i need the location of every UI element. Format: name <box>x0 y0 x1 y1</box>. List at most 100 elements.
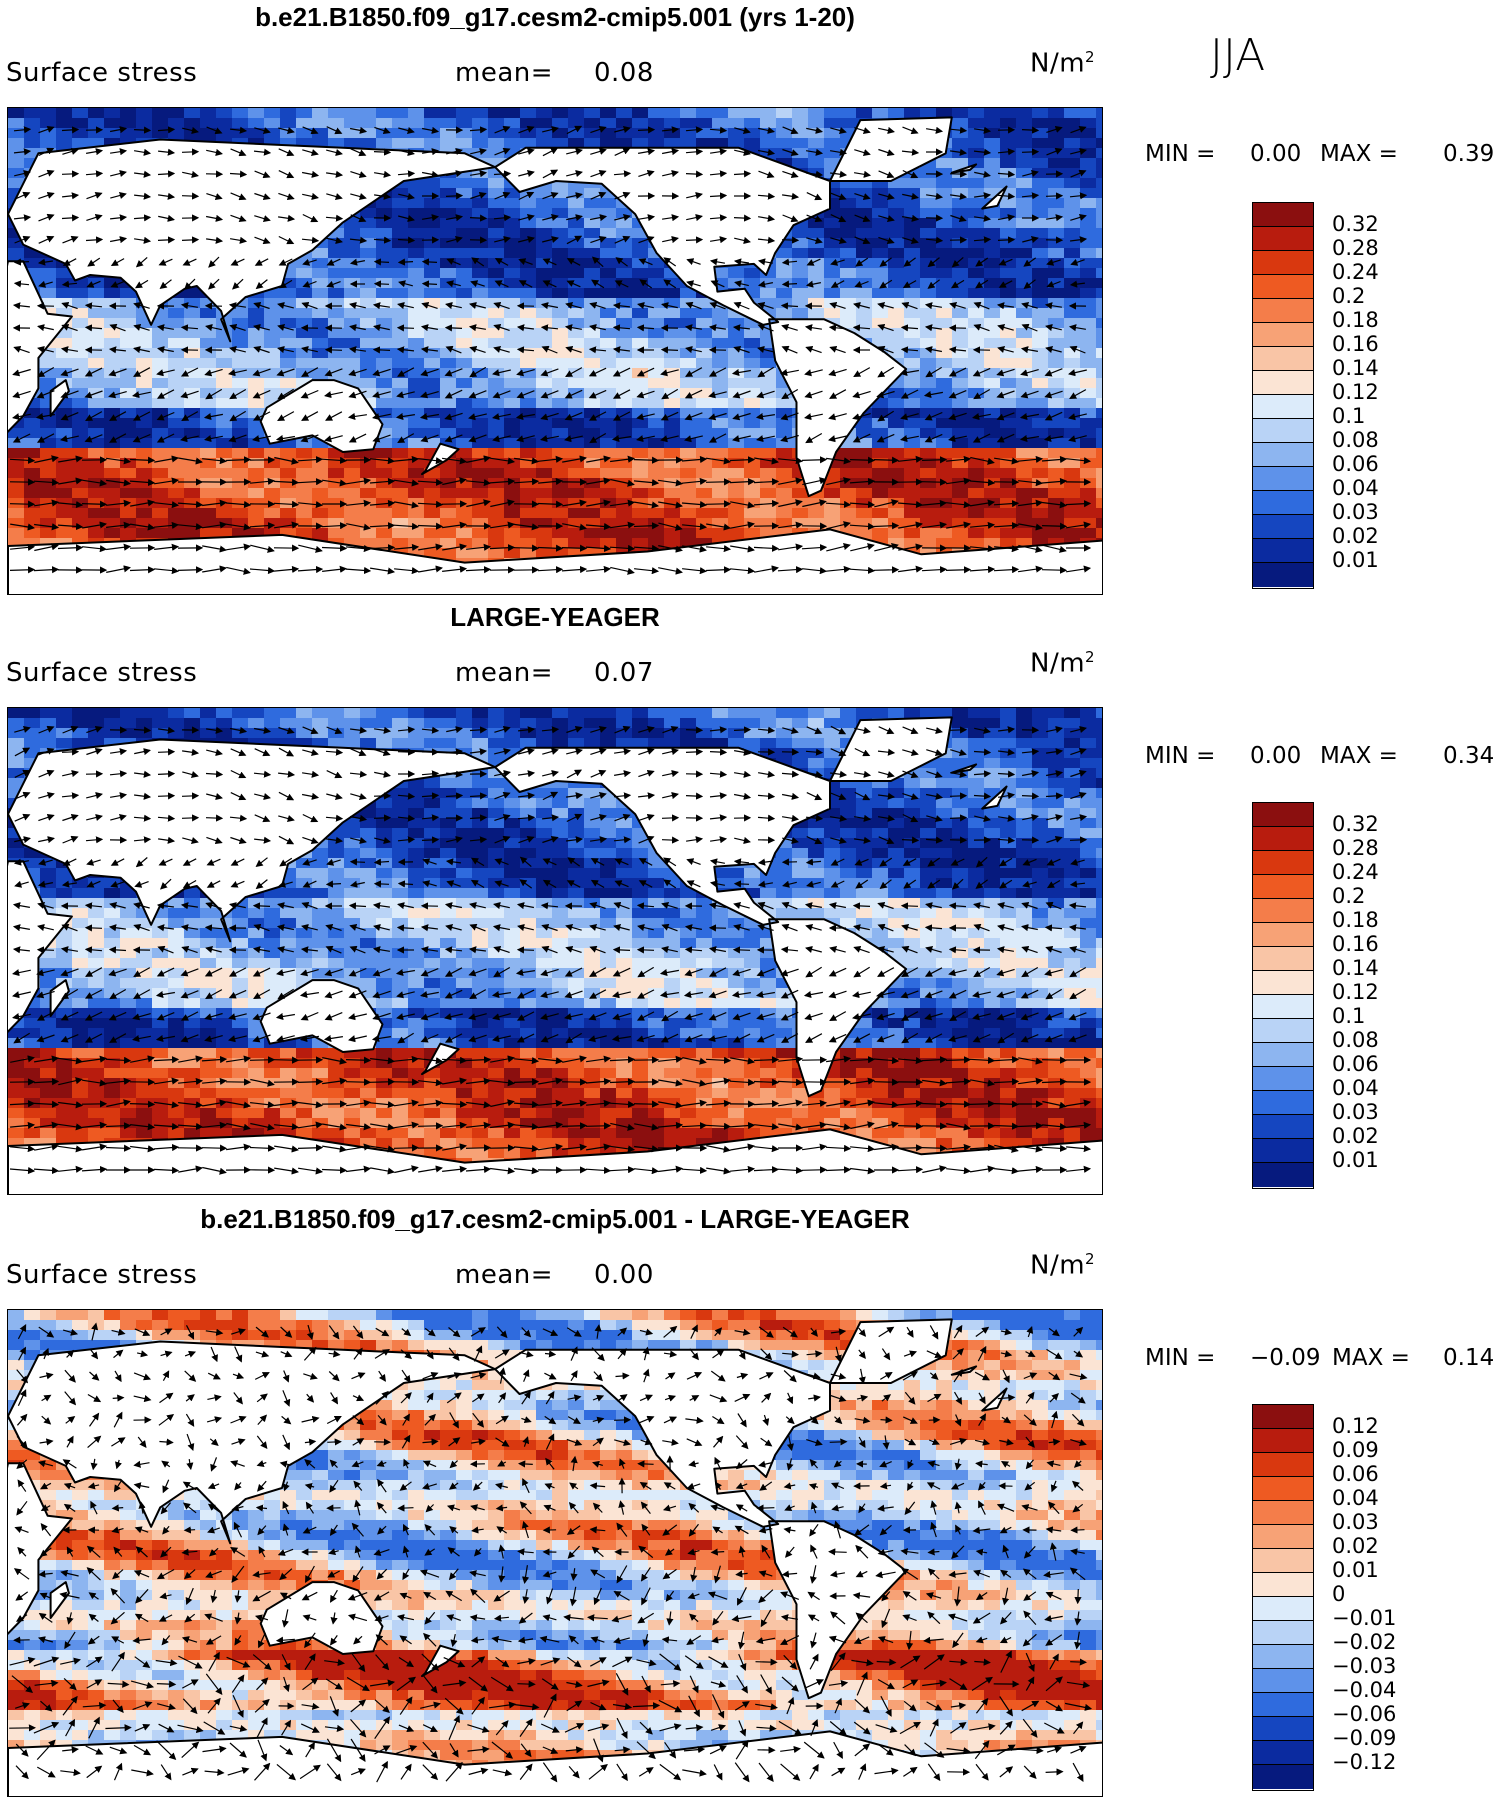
stress-difference-map <box>7 1309 1103 1797</box>
colorbar-swatch <box>1253 1693 1313 1717</box>
stress-map <box>7 107 1103 595</box>
colorbar-tick-label: 0.14 <box>1332 356 1379 380</box>
colorbar-tick-label: 0.09 <box>1332 1438 1379 1462</box>
colorbar-swatch <box>1253 1597 1313 1621</box>
colorbar-tick-label: 0.06 <box>1332 1462 1379 1486</box>
colorbar-tick-label: 0.2 <box>1332 884 1366 908</box>
colorbar-swatch <box>1253 491 1313 515</box>
map-canvas <box>8 1310 1102 1796</box>
max-value: 0.34 <box>1443 743 1495 769</box>
stress-map <box>7 707 1103 1195</box>
colorbar-tick-label: 0.01 <box>1332 1558 1379 1582</box>
colorbar-tick-label: 0.14 <box>1332 956 1379 980</box>
units-label: N/m2 <box>1030 48 1096 79</box>
colorbar-tick-label: 0.12 <box>1332 380 1379 404</box>
colorbar-tick-label: 0.03 <box>1332 500 1379 524</box>
colorbar <box>1252 802 1314 1189</box>
max-value: 0.39 <box>1443 141 1495 167</box>
colorbar-swatch <box>1253 1139 1313 1163</box>
colorbar-swatch <box>1253 227 1313 251</box>
colorbar-tick-label: 0.16 <box>1332 332 1379 356</box>
colorbar <box>1252 1404 1314 1791</box>
map-canvas <box>8 108 1102 594</box>
colorbar-swatch <box>1253 1621 1313 1645</box>
stress-vectors <box>9 725 1092 1175</box>
colorbar-tick-label: 0.06 <box>1332 1052 1379 1076</box>
colorbar-swatch <box>1253 1019 1313 1043</box>
colorbar-tick-label: 0.02 <box>1332 1534 1379 1558</box>
colorbar-swatch <box>1253 899 1313 923</box>
colorbar-tick-label: 0.06 <box>1332 452 1379 476</box>
colorbar-tick-label: 0.01 <box>1332 1148 1379 1172</box>
colorbar-swatch <box>1253 467 1313 491</box>
colorbar-swatch <box>1253 875 1313 899</box>
colorbar-tick-label: 0.02 <box>1332 1124 1379 1148</box>
colorbar-tick-label: 0 <box>1332 1582 1346 1606</box>
colorbar-swatch <box>1253 971 1313 995</box>
colorbar-swatch <box>1253 1741 1313 1765</box>
colorbar-tick-label: −0.12 <box>1332 1750 1397 1774</box>
variable-label: Surface stress <box>6 58 198 88</box>
colorbar-swatch <box>1253 275 1313 299</box>
colorbar-tick-label: 0.28 <box>1332 836 1379 860</box>
season-label: JJA <box>1210 30 1266 81</box>
units-label: N/m2 <box>1030 648 1096 679</box>
colorbar-swatch <box>1253 1429 1313 1453</box>
colorbar-tick-label: 0.12 <box>1332 1414 1379 1438</box>
colorbar-tick-label: 0.08 <box>1332 1028 1379 1052</box>
colorbar-tick-label: −0.01 <box>1332 1606 1397 1630</box>
colorbar-swatch <box>1253 947 1313 971</box>
min-value: 0.00 <box>1250 743 1302 769</box>
mean-label: mean= <box>455 58 554 88</box>
colorbar-tick-label: 0.02 <box>1332 524 1379 548</box>
panel-title: b.e21.B1850.f09_g17.cesm2-cmip5.001 - LA… <box>200 1204 910 1234</box>
colorbar-swatch <box>1253 563 1313 587</box>
colorbar-tick-label: 0.16 <box>1332 932 1379 956</box>
mean-value: 0.07 <box>594 658 654 688</box>
max-label: MAX = <box>1320 141 1398 167</box>
mean-value: 0.08 <box>594 58 654 88</box>
panel-title: LARGE-YEAGER <box>450 602 660 632</box>
colorbar-tick-label: 0.03 <box>1332 1510 1379 1534</box>
colorbar-tick-label: 0.18 <box>1332 308 1379 332</box>
colorbar-swatch <box>1253 395 1313 419</box>
colorbar-swatch <box>1253 1717 1313 1741</box>
panel-model: b.e21.B1850.f09_g17.cesm2-cmip5.001 (yrs… <box>0 0 1499 600</box>
colorbar-swatch <box>1253 203 1313 227</box>
colorbar-tick-label: −0.06 <box>1332 1702 1397 1726</box>
colorbar-tick-label: 0.2 <box>1332 284 1366 308</box>
colorbar-tick-label: 0.03 <box>1332 1100 1379 1124</box>
colorbar-swatch <box>1253 1115 1313 1139</box>
min-value: 0.00 <box>1250 141 1302 167</box>
colorbar-tick-label: 0.24 <box>1332 260 1379 284</box>
colorbar-tick-label: −0.09 <box>1332 1726 1397 1750</box>
colorbar-swatch <box>1253 443 1313 467</box>
colorbar-swatch <box>1253 1573 1313 1597</box>
colorbar-swatch <box>1253 1645 1313 1669</box>
colorbar-swatch <box>1253 539 1313 563</box>
colorbar-swatch <box>1253 1453 1313 1477</box>
colorbar-swatch <box>1253 419 1313 443</box>
mean-value: 0.00 <box>594 1260 654 1290</box>
colorbar-tick-label: 0.32 <box>1332 212 1379 236</box>
max-label: MAX = <box>1332 1345 1410 1371</box>
colorbar-swatch <box>1253 1043 1313 1067</box>
colorbar-swatch <box>1253 1765 1313 1789</box>
colorbar-tick-label: 0.04 <box>1332 1486 1379 1510</box>
min-label: MIN = <box>1145 1345 1216 1371</box>
colorbar-tick-label: −0.03 <box>1332 1654 1397 1678</box>
min-label: MIN = <box>1145 743 1216 769</box>
colorbar-swatch <box>1253 251 1313 275</box>
colorbar-swatch <box>1253 1405 1313 1429</box>
colorbar-swatch <box>1253 347 1313 371</box>
colorbar-swatch <box>1253 1067 1313 1091</box>
colorbar-tick-label: 0.32 <box>1332 812 1379 836</box>
colorbar-swatch <box>1253 1163 1313 1187</box>
colorbar-swatch <box>1253 923 1313 947</box>
colorbar-tick-label: −0.04 <box>1332 1678 1397 1702</box>
colorbar-swatch <box>1253 1549 1313 1573</box>
colorbar-swatch <box>1253 299 1313 323</box>
stress-vectors <box>9 1322 1093 1783</box>
max-label: MAX = <box>1320 743 1398 769</box>
colorbar-tick-label: 0.28 <box>1332 236 1379 260</box>
